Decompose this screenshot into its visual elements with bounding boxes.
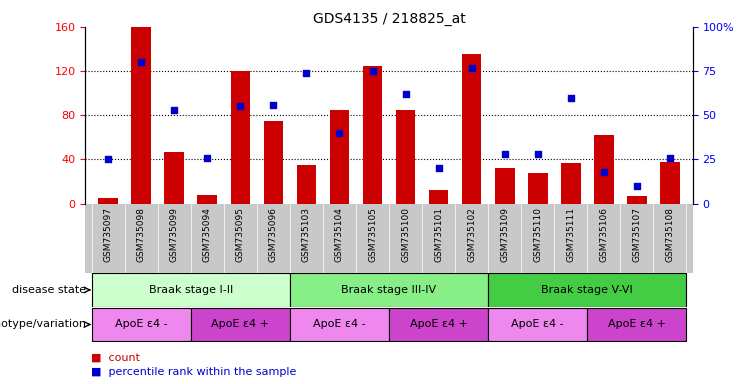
Point <box>598 169 610 175</box>
Bar <box>92 308 191 341</box>
Text: GSM735106: GSM735106 <box>599 207 608 262</box>
Bar <box>594 135 614 204</box>
Text: ApoE ε4 +: ApoE ε4 + <box>410 319 468 329</box>
Bar <box>587 308 686 341</box>
Bar <box>131 27 151 204</box>
Text: ApoE ε4 +: ApoE ε4 + <box>211 319 270 329</box>
Text: ApoE ε4 -: ApoE ε4 - <box>115 319 167 329</box>
Bar <box>389 308 488 341</box>
Text: Braak stage V-VI: Braak stage V-VI <box>541 285 633 295</box>
Bar <box>528 173 548 204</box>
Text: GSM735099: GSM735099 <box>170 207 179 262</box>
Point <box>565 94 576 101</box>
Bar <box>362 66 382 204</box>
Point <box>631 183 642 189</box>
Text: GSM735111: GSM735111 <box>566 207 575 262</box>
Bar <box>488 308 587 341</box>
Point <box>664 154 676 161</box>
Point <box>102 156 114 162</box>
Text: GSM735100: GSM735100 <box>401 207 410 262</box>
Text: GSM735104: GSM735104 <box>335 207 344 262</box>
Text: GSM735109: GSM735109 <box>500 207 509 262</box>
Text: disease state: disease state <box>12 285 86 295</box>
Point <box>465 65 477 71</box>
Text: ApoE ε4 -: ApoE ε4 - <box>511 319 564 329</box>
Bar <box>428 190 448 204</box>
Bar <box>561 163 580 204</box>
Text: Braak stage I-II: Braak stage I-II <box>149 285 233 295</box>
Bar <box>198 195 217 204</box>
Point <box>333 130 345 136</box>
Text: ApoE ε4 -: ApoE ε4 - <box>313 319 366 329</box>
Bar <box>264 121 283 204</box>
Point <box>433 165 445 171</box>
Text: ApoE ε4 +: ApoE ε4 + <box>608 319 665 329</box>
Bar <box>330 110 350 204</box>
Bar <box>191 308 290 341</box>
Point <box>367 68 379 74</box>
Text: GSM735094: GSM735094 <box>203 207 212 262</box>
Bar <box>627 196 647 204</box>
Bar <box>659 162 679 204</box>
Bar <box>290 308 389 341</box>
Text: ■  count: ■ count <box>91 353 140 362</box>
Text: GSM735095: GSM735095 <box>236 207 245 262</box>
Point <box>168 107 180 113</box>
Bar <box>495 168 514 204</box>
Bar <box>488 273 686 306</box>
Bar <box>92 273 290 306</box>
Text: ■  percentile rank within the sample: ■ percentile rank within the sample <box>91 367 296 377</box>
Point <box>499 151 511 157</box>
Text: GSM735110: GSM735110 <box>533 207 542 262</box>
Text: GSM735102: GSM735102 <box>467 207 476 262</box>
Text: GSM735108: GSM735108 <box>665 207 674 262</box>
Bar <box>462 55 482 204</box>
Point <box>268 101 279 108</box>
Point <box>202 154 213 161</box>
Text: GSM735101: GSM735101 <box>434 207 443 262</box>
Point <box>136 59 147 65</box>
Point <box>532 151 544 157</box>
Bar <box>290 273 488 306</box>
Text: Braak stage III-IV: Braak stage III-IV <box>342 285 436 295</box>
Title: GDS4135 / 218825_at: GDS4135 / 218825_at <box>313 12 465 26</box>
Bar <box>165 152 185 204</box>
Text: GSM735097: GSM735097 <box>104 207 113 262</box>
Text: GSM735098: GSM735098 <box>137 207 146 262</box>
Point <box>399 91 411 97</box>
Text: genotype/variation: genotype/variation <box>0 319 86 329</box>
Bar <box>296 165 316 204</box>
Text: GSM735096: GSM735096 <box>269 207 278 262</box>
Text: GSM735103: GSM735103 <box>302 207 311 262</box>
Bar <box>99 198 119 204</box>
Bar <box>230 71 250 204</box>
Point <box>301 70 313 76</box>
Text: GSM735107: GSM735107 <box>632 207 641 262</box>
Bar <box>396 110 416 204</box>
Point <box>234 103 246 109</box>
Text: GSM735105: GSM735105 <box>368 207 377 262</box>
